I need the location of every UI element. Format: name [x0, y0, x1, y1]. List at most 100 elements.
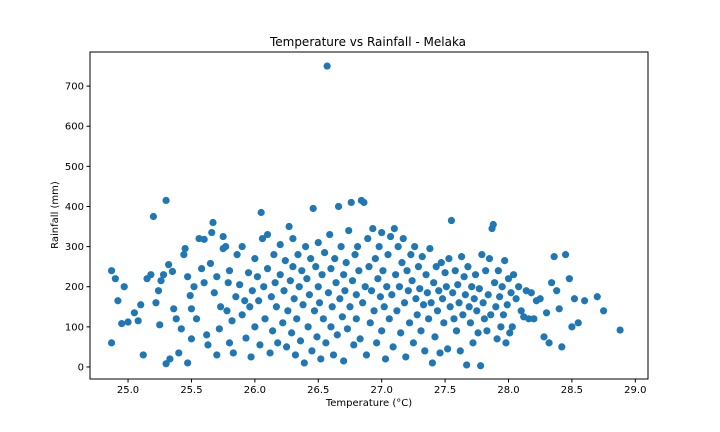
data-point — [477, 362, 485, 370]
data-point — [317, 355, 325, 363]
data-point — [483, 327, 491, 335]
data-point — [509, 271, 518, 279]
data-point — [270, 251, 278, 259]
data-point — [422, 271, 430, 279]
data-point — [156, 321, 164, 329]
data-point — [350, 341, 358, 349]
data-point — [485, 255, 494, 263]
data-point — [355, 267, 363, 275]
data-point — [400, 299, 409, 307]
data-point — [593, 293, 601, 301]
data-point — [515, 283, 523, 291]
data-point — [412, 295, 420, 303]
data-point — [454, 281, 462, 289]
data-point — [293, 315, 301, 323]
data-point — [501, 257, 509, 265]
data-point — [600, 307, 608, 315]
data-point — [565, 275, 573, 283]
y-axis-ticks: 0 100 200 300 400 500 600 700 — [65, 82, 90, 373]
data-point — [398, 259, 406, 267]
data-point — [413, 311, 421, 319]
x-tick-label: 28.5 — [561, 385, 583, 396]
data-point — [468, 283, 476, 291]
data-point — [180, 251, 188, 259]
data-point — [388, 291, 396, 299]
data-point — [441, 269, 449, 277]
data-point — [360, 198, 368, 207]
data-point — [506, 329, 514, 337]
data-point — [419, 301, 428, 309]
data-point — [504, 275, 513, 283]
data-point — [276, 271, 284, 279]
data-point — [162, 360, 170, 368]
data-point — [470, 295, 478, 303]
data-point — [408, 277, 416, 285]
data-point — [545, 339, 553, 347]
data-point — [299, 301, 307, 309]
x-tick-label: 29.0 — [624, 385, 646, 396]
data-point — [241, 297, 249, 305]
data-point — [466, 319, 475, 327]
data-point — [374, 275, 382, 283]
data-point — [375, 243, 383, 251]
data-point — [166, 355, 174, 363]
data-point — [236, 281, 244, 289]
data-point — [550, 253, 558, 261]
data-point — [494, 267, 502, 275]
data-point — [340, 357, 348, 365]
data-point — [438, 295, 447, 303]
data-point — [328, 303, 336, 311]
data-point — [446, 303, 454, 311]
data-point — [427, 299, 435, 307]
data-point — [580, 297, 589, 305]
data-point — [508, 323, 516, 331]
data-point — [351, 251, 359, 259]
data-point — [498, 283, 506, 291]
data-point — [364, 234, 372, 243]
data-point — [540, 333, 548, 341]
data-point — [433, 307, 442, 315]
data-point — [403, 267, 411, 275]
data-point — [323, 62, 331, 70]
data-point — [255, 297, 263, 305]
data-point — [274, 339, 282, 347]
x-axis-ticks: 25.0 25.5 26.0 26.5 27.0 27.5 28.0 28.5 29.0 — [117, 379, 646, 396]
data-point — [404, 287, 412, 295]
x-tick-label: 26.0 — [244, 385, 266, 396]
data-point — [210, 289, 218, 297]
data-point — [222, 243, 230, 251]
data-point — [258, 234, 267, 243]
data-point — [475, 285, 483, 293]
data-point — [348, 277, 357, 285]
data-point — [154, 287, 163, 295]
data-point — [177, 325, 185, 333]
data-point — [244, 269, 253, 277]
data-point — [442, 283, 450, 291]
y-tick-label: 200 — [65, 282, 84, 293]
data-point — [219, 232, 227, 241]
data-point — [457, 253, 466, 261]
data-point — [266, 349, 274, 357]
data-point — [324, 289, 333, 297]
data-point — [417, 327, 425, 335]
x-tick-label: 27.5 — [434, 385, 456, 396]
data-point — [187, 305, 196, 313]
data-point — [285, 222, 293, 231]
data-point — [217, 303, 225, 311]
data-point — [289, 234, 297, 243]
data-point — [152, 299, 160, 307]
data-point — [329, 351, 338, 359]
data-point — [269, 327, 277, 335]
data-point — [347, 198, 355, 207]
data-point — [298, 267, 306, 275]
data-point — [281, 257, 289, 265]
data-point — [444, 345, 452, 353]
data-point — [251, 255, 259, 263]
data-point — [461, 291, 469, 299]
data-point — [165, 261, 173, 269]
data-point — [107, 339, 116, 347]
data-point — [489, 220, 497, 229]
data-point — [200, 235, 208, 243]
data-point — [478, 251, 486, 259]
data-point — [459, 311, 467, 319]
